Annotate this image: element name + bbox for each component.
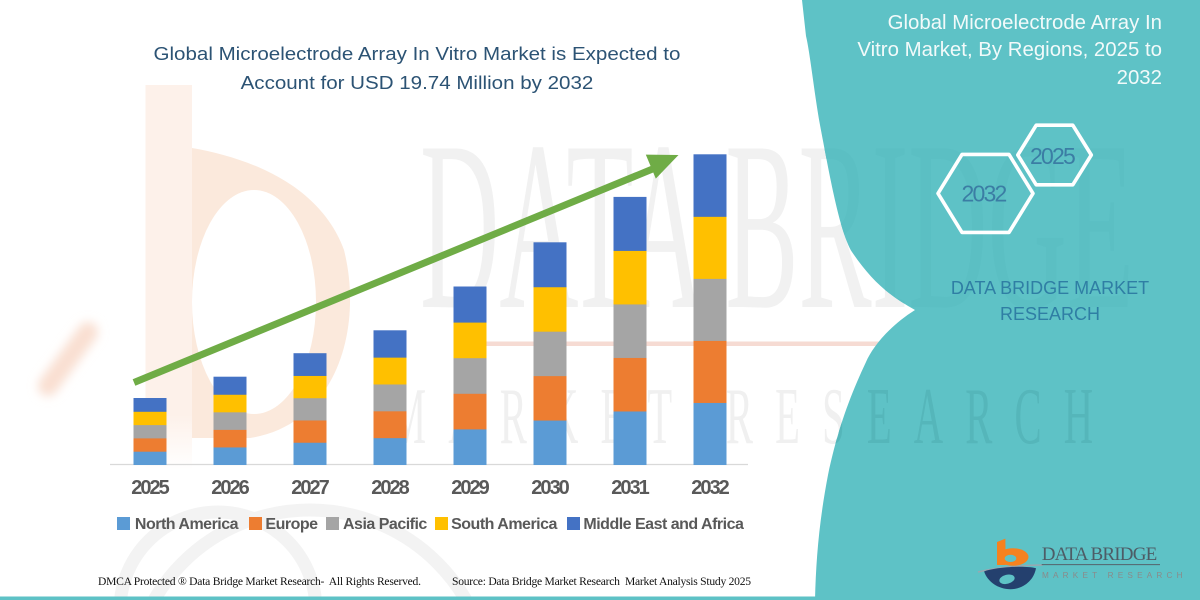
svg-text:2025: 2025 bbox=[1030, 143, 1075, 169]
svg-text:2032: 2032 bbox=[962, 181, 1007, 207]
svg-text:DATA BRIDGE: DATA BRIDGE bbox=[1042, 544, 1157, 565]
svg-text:MARKET RESEARCH: MARKET RESEARCH bbox=[1042, 571, 1187, 580]
